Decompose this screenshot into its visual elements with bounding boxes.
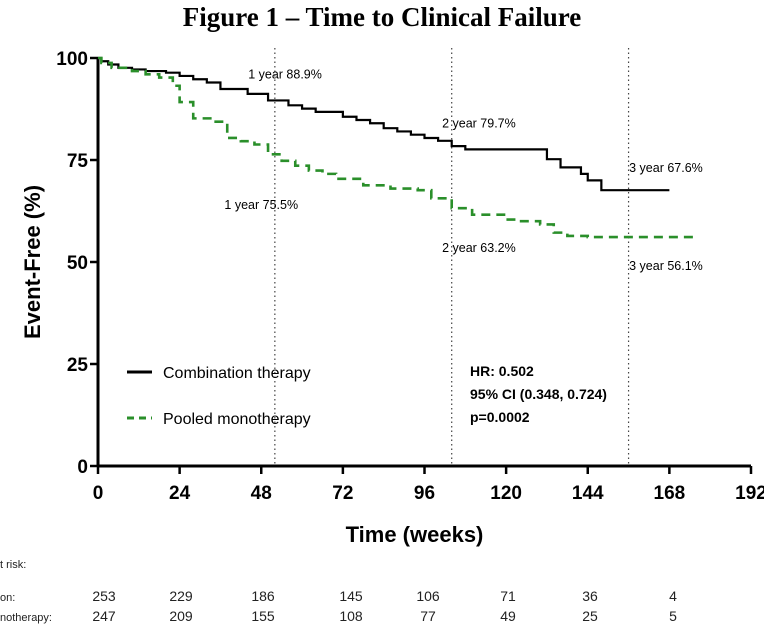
number-at-risk-table: t risk: on: 253 229 186 145 106 71 36 4 notherapy… <box>0 559 677 624</box>
x-tick-label: 72 <box>332 483 353 504</box>
stats-ci: 95% CI (0.348, 0.724) <box>470 386 607 402</box>
risk-value: 4 <box>669 588 677 604</box>
y-tick-label: 25 <box>67 355 89 376</box>
x-tick-label: 0 <box>93 483 104 504</box>
y-ticks: 0 25 50 75 100 <box>56 49 98 478</box>
risk-value: 229 <box>169 588 193 604</box>
risk-value: 247 <box>92 608 116 624</box>
risk-value: 253 <box>92 588 116 604</box>
legend-label-monotherapy: Pooled monotherapy <box>163 411 311 428</box>
km-annotation: 3 year 56.1% <box>629 259 703 273</box>
risk-value: 5 <box>669 608 677 624</box>
risk-value: 155 <box>251 608 275 624</box>
chart-title: Figure 1 – Time to Clinical Failure <box>182 2 582 32</box>
x-tick-label: 120 <box>490 483 522 504</box>
y-tick-label: 0 <box>77 457 88 478</box>
km-annotation: 2 year 63.2% <box>442 241 516 255</box>
risk-value: 186 <box>251 588 275 604</box>
x-tick-label: 48 <box>251 483 272 504</box>
x-axis-title: Time (weeks) <box>346 522 484 547</box>
km-annotation: 1 year 88.9% <box>248 67 322 81</box>
series-layer <box>98 56 697 239</box>
risk-row-label: notherapy: <box>0 612 52 624</box>
x-tick-label: 144 <box>572 483 604 504</box>
risk-value: 71 <box>500 588 516 604</box>
risk-value: 49 <box>500 608 516 624</box>
legend-label-combination: Combination therapy <box>163 365 311 382</box>
y-axis-title: Event-Free (%) <box>20 185 45 339</box>
risk-value: 145 <box>339 588 363 604</box>
risk-value: 209 <box>169 608 193 624</box>
x-tick-label: 192 <box>735 483 764 504</box>
x-tick-label: 168 <box>654 483 686 504</box>
annotations: 1 year 88.9% 2 year 79.7% 3 year 67.6% 1 ye… <box>224 67 702 273</box>
risk-value: 25 <box>582 608 598 624</box>
km-annotation: 3 year 67.6% <box>629 161 703 175</box>
km-annotation: 2 year 79.7% <box>442 116 516 130</box>
risk-value: 36 <box>582 588 598 604</box>
km-annotation: 1 year 75.5% <box>224 198 298 212</box>
x-tick-label: 96 <box>414 483 435 504</box>
x-tick-label: 24 <box>169 483 191 504</box>
y-tick-label: 100 <box>56 49 88 70</box>
series-line-monotherapy <box>98 56 697 239</box>
series-line-combination <box>98 56 670 192</box>
legend: Combination therapy Pooled monotherapy <box>127 365 311 428</box>
risk-table-heading: t risk: <box>0 559 26 571</box>
y-tick-label: 75 <box>67 151 89 172</box>
risk-value: 106 <box>416 588 440 604</box>
x-ticks: 0 24 48 72 96 120 144 168 192 <box>93 466 764 504</box>
risk-row-label: on: <box>0 592 15 604</box>
axes: 0 25 50 75 100 0 24 48 72 96 120 144 168 192 Time (w… <box>20 49 764 547</box>
risk-value: 108 <box>339 608 363 624</box>
stats-box: HR: 0.502 95% CI (0.348, 0.724) p=0.0002 <box>470 363 607 425</box>
stats-hr: HR: 0.502 <box>470 363 534 379</box>
y-tick-label: 50 <box>67 253 88 274</box>
reference-lines <box>274 48 630 466</box>
stats-p: p=0.0002 <box>470 409 530 425</box>
risk-value: 77 <box>420 608 436 624</box>
